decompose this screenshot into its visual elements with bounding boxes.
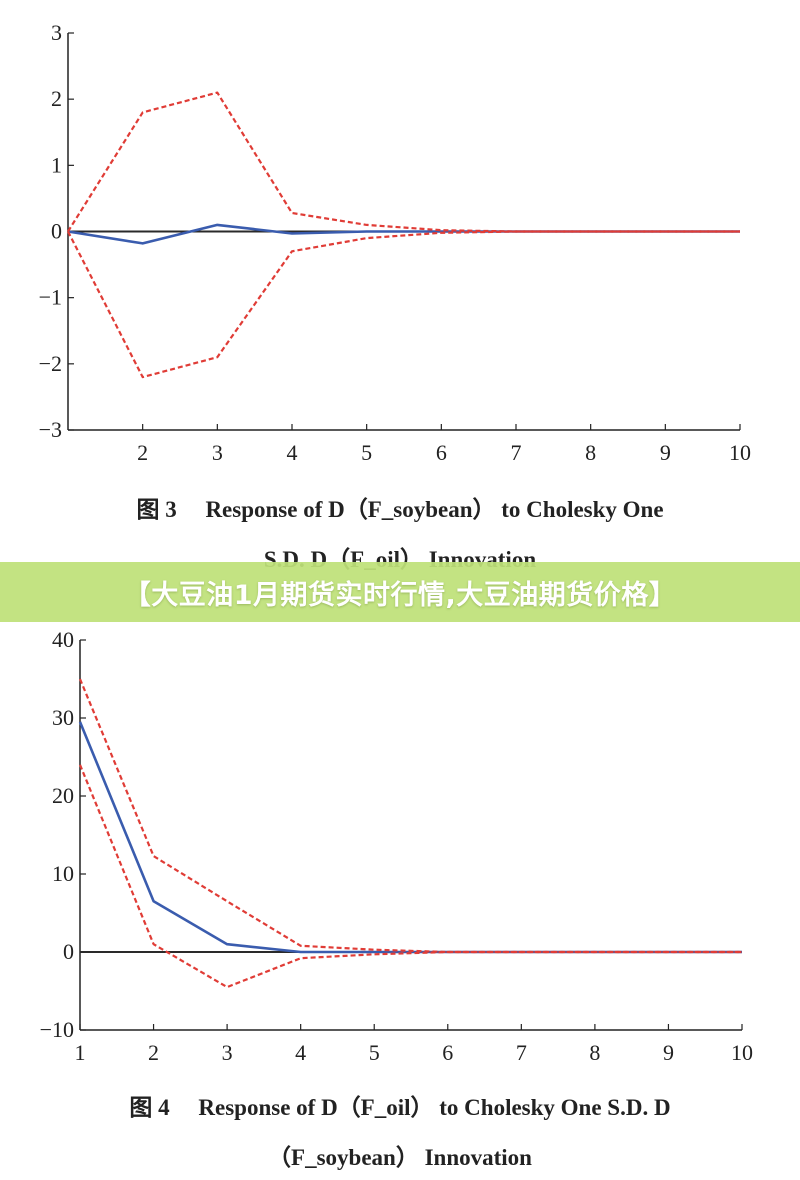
fig4-y-tick-label: 20 xyxy=(52,783,74,808)
fig4-series-upper xyxy=(78,678,742,954)
fig4-x-tick-label: 1 xyxy=(75,1040,86,1065)
fig3-y-tick-label: 0 xyxy=(51,219,62,244)
fig3-x-tick-label: 2 xyxy=(137,440,148,465)
fig3-x-tick-label: 5 xyxy=(361,440,372,465)
fig4-y-tick-label: 0 xyxy=(63,939,74,964)
title-banner: 【大豆油1月期货实时行情,大豆油期货价格】 xyxy=(0,562,800,622)
fig3-x-tick-label: 6 xyxy=(436,440,447,465)
fig3-y-tick-label: −2 xyxy=(39,351,62,376)
fig4-x-tick-label: 9 xyxy=(663,1040,674,1065)
fig4-x-tick-label: 10 xyxy=(731,1040,753,1065)
fig3-y-tick-label: 3 xyxy=(51,20,62,45)
fig4-x-tick-label: 3 xyxy=(222,1040,233,1065)
fig3-y-tick-label: −3 xyxy=(39,417,62,442)
fig4-series-lower xyxy=(78,764,742,989)
fig3-x-tick-label: 9 xyxy=(660,440,671,465)
fig4-x-tick-label: 4 xyxy=(295,1040,306,1065)
figure-4-caption-line2: （F_soybean） Innovation xyxy=(268,1145,532,1170)
fig3-x-tick-label: 3 xyxy=(212,440,223,465)
fig3-x-tick-label: 8 xyxy=(585,440,596,465)
fig3-x-tick-label: 4 xyxy=(287,440,298,465)
fig4-x-tick-label: 5 xyxy=(369,1040,380,1065)
figure-4-caption-line1: 图 4 Response of D（F_oil） to Cholesky One… xyxy=(129,1095,671,1120)
fig3-series-upper xyxy=(67,91,740,233)
fig4-x-tick-label: 2 xyxy=(148,1040,159,1065)
fig3-x-tick-label: 10 xyxy=(729,440,751,465)
fig4-y-tick-label: 40 xyxy=(52,627,74,652)
fig3-series-lower xyxy=(67,230,740,379)
fig3-y-tick-label: 1 xyxy=(51,152,62,177)
fig3-x-tick-label: 7 xyxy=(511,440,522,465)
figure-4-plot: 40 30 20 10 0 −101 2 3 4 5 6 7 8 9 10 xyxy=(40,627,753,1065)
fig3-y-tick-label: −1 xyxy=(39,285,62,310)
fig4-x-tick-label: 6 xyxy=(442,1040,453,1065)
fig4-y-tick-label: 30 xyxy=(52,705,74,730)
fig4-x-tick-label: 7 xyxy=(516,1040,527,1065)
figure-3-caption-line1: 图 3 Response of D（F_soybean） to Cholesky… xyxy=(136,497,664,522)
fig4-y-tick-label: 10 xyxy=(52,861,74,886)
fig4-y-tick-label: −10 xyxy=(40,1017,74,1042)
fig4-x-tick-label: 8 xyxy=(589,1040,600,1065)
fig3-y-tick-label: 2 xyxy=(51,86,62,111)
fig4-series-irf xyxy=(78,721,742,954)
